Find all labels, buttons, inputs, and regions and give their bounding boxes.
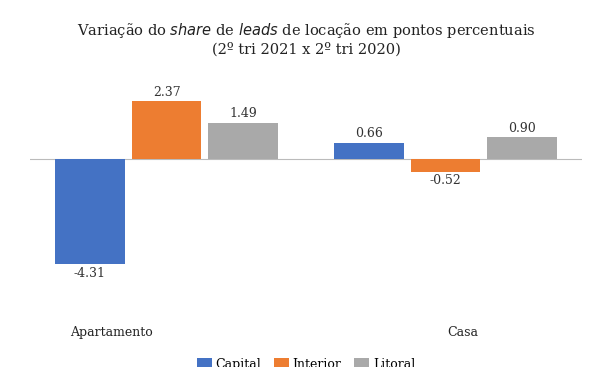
Text: 2.37: 2.37 — [153, 86, 181, 99]
Text: -0.52: -0.52 — [430, 174, 461, 187]
Legend: Capital, Interior, Litoral: Capital, Interior, Litoral — [197, 358, 415, 367]
Bar — [132, 101, 202, 159]
Text: 0.90: 0.90 — [508, 121, 536, 135]
Text: Apartamento: Apartamento — [70, 326, 153, 339]
Title: Variação do $\it{share}$ de $\it{leads}$ de locação em pontos percentuais
(2º tr: Variação do $\it{share}$ de $\it{leads}$… — [77, 21, 535, 57]
Bar — [334, 143, 404, 159]
Text: 0.66: 0.66 — [355, 127, 383, 141]
Bar — [410, 159, 480, 172]
Bar — [55, 159, 125, 265]
Bar — [487, 137, 557, 159]
Bar — [208, 123, 278, 159]
Text: -4.31: -4.31 — [74, 267, 106, 280]
Text: 1.49: 1.49 — [229, 107, 257, 120]
Text: Casa: Casa — [447, 326, 478, 339]
